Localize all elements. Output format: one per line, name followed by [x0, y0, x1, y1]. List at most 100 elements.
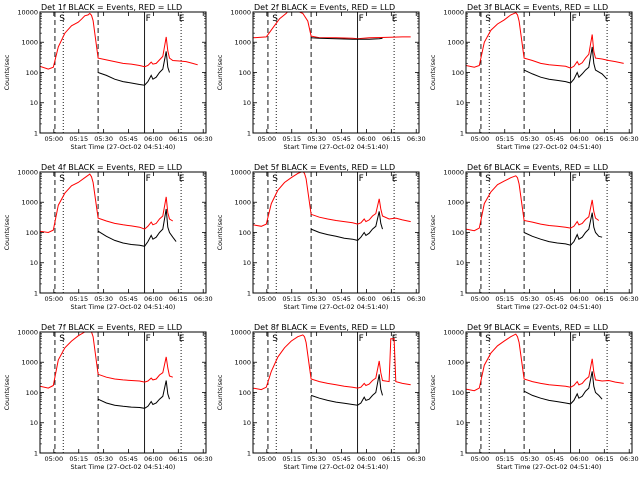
- panel-title: Det 5f BLACK = Events, RED = LLD: [254, 163, 395, 172]
- panel-svg: Det 3f BLACK = Events, RED = LLD 1 10 100 10…: [429, 3, 639, 151]
- x-tick-label: 05:00: [257, 295, 276, 303]
- detector-panel-4f: Det 4f BLACK = Events, RED = LLD 1 10 100 10…: [0, 160, 213, 320]
- series-lld-line: [253, 172, 411, 227]
- event-marker-S: S: [272, 174, 278, 184]
- y-tick-label: 10000: [17, 328, 38, 336]
- y-axis-label: Counts/sec: [216, 374, 224, 410]
- y-tick-label: 10000: [443, 328, 464, 336]
- y-tick-label: 1: [34, 129, 38, 137]
- detector-panel-2f: Det 2f BLACK = Events, RED = LLD 1 10 100 10…: [213, 0, 426, 160]
- x-tick-label: 06:15: [595, 135, 614, 143]
- series-lld-line: [466, 333, 624, 392]
- y-axis-label: Counts/sec: [3, 214, 11, 250]
- series-events-line: [523, 46, 608, 84]
- x-tick-label: 06:00: [144, 455, 163, 463]
- y-tick-label: 1: [247, 289, 251, 297]
- x-tick-label: 06:00: [144, 135, 163, 143]
- event-marker-E: E: [392, 334, 398, 344]
- event-marker-F: F: [146, 14, 151, 24]
- detector-panel-8f: Det 8f BLACK = Events, RED = LLD 1 10 100 10…: [213, 320, 426, 480]
- panel-svg: Det 6f BLACK = Events, RED = LLD 1 10 100 10…: [429, 163, 639, 311]
- y-tick-label: 100: [452, 69, 464, 77]
- panel-svg: Det 1f BLACK = Events, RED = LLD 1 10 100 10…: [3, 3, 213, 151]
- detector-panel-5f: Det 5f BLACK = Events, RED = LLD 1 10 100 10…: [213, 160, 426, 320]
- x-tick-label: 06:30: [620, 135, 639, 143]
- x-tick-label: 05:30: [307, 295, 326, 303]
- series-lld-line: [466, 12, 624, 69]
- event-marker-F: F: [359, 334, 364, 344]
- plot-frame: [39, 171, 207, 294]
- panel-svg: Det 9f BLACK = Events, RED = LLD 1 10 100 10…: [429, 323, 639, 471]
- y-tick-label: 10000: [443, 8, 464, 16]
- x-axis-label: Start Time (27-Oct-02 04:51:40): [71, 303, 176, 311]
- y-tick-label: 1000: [447, 359, 464, 367]
- event-marker-E: E: [179, 334, 185, 344]
- panel-title: Det 8f BLACK = Events, RED = LLD: [254, 323, 395, 332]
- series-events-line: [523, 371, 603, 405]
- plot-frame: [465, 171, 633, 294]
- y-tick-label: 1: [247, 129, 251, 137]
- y-tick-label: 1: [34, 449, 38, 457]
- series-events-line: [97, 51, 170, 86]
- y-tick-label: 10000: [443, 168, 464, 176]
- x-tick-label: 05:00: [44, 135, 63, 143]
- x-tick-label: 05:30: [520, 455, 539, 463]
- plot-frame: [465, 11, 633, 134]
- y-tick-label: 1000: [447, 39, 464, 47]
- y-tick-label: 1: [460, 289, 464, 297]
- x-tick-label: 05:00: [470, 295, 489, 303]
- event-marker-F: F: [146, 174, 151, 184]
- x-tick-label: 05:30: [94, 455, 113, 463]
- event-marker-E: E: [392, 174, 398, 184]
- plot-frame: [465, 331, 633, 454]
- event-marker-F: F: [359, 14, 364, 24]
- y-tick-label: 1000: [21, 199, 38, 207]
- panel-title: Det 7f BLACK = Events, RED = LLD: [41, 323, 182, 332]
- y-tick-label: 100: [452, 389, 464, 397]
- plot-frame: [252, 171, 420, 294]
- x-tick-label: 06:00: [570, 135, 589, 143]
- x-tick-label: 06:00: [357, 135, 376, 143]
- series-lld-line: [40, 173, 174, 234]
- series-lld-line: [253, 334, 411, 391]
- y-tick-label: 10: [456, 419, 464, 427]
- x-tick-label: 05:30: [520, 295, 539, 303]
- x-tick-label: 05:45: [332, 455, 351, 463]
- y-tick-label: 100: [239, 389, 251, 397]
- detector-panel-1f: Det 1f BLACK = Events, RED = LLD 1 10 100 10…: [0, 0, 213, 160]
- panel-title: Det 6f BLACK = Events, RED = LLD: [467, 163, 608, 172]
- panel-svg: Det 5f BLACK = Events, RED = LLD 1 10 100 10…: [216, 163, 426, 311]
- x-tick-label: 05:45: [332, 295, 351, 303]
- series-lld-line: [253, 12, 411, 40]
- event-marker-E: E: [179, 14, 185, 24]
- x-tick-label: 05:45: [119, 135, 138, 143]
- panel-svg: Det 7f BLACK = Events, RED = LLD 1 10 100 10…: [3, 323, 213, 471]
- x-tick-label: 06:15: [382, 135, 401, 143]
- x-tick-label: 06:15: [595, 455, 614, 463]
- y-tick-label: 10000: [230, 168, 251, 176]
- x-tick-label: 05:45: [119, 295, 138, 303]
- x-axis-label: Start Time (27-Oct-02 04:51:40): [497, 303, 602, 311]
- y-tick-label: 1000: [21, 39, 38, 47]
- series-events-line: [523, 212, 603, 246]
- series-lld-line: [40, 12, 198, 70]
- panel-title: Det 4f BLACK = Events, RED = LLD: [41, 163, 182, 172]
- event-marker-S: S: [272, 14, 278, 24]
- x-tick-label: 05:00: [44, 455, 63, 463]
- detector-panel-6f: Det 6f BLACK = Events, RED = LLD 1 10 100 10…: [426, 160, 639, 320]
- x-axis-label: Start Time (27-Oct-02 04:51:40): [497, 463, 602, 471]
- x-tick-label: 05:15: [69, 135, 88, 143]
- y-axis-label: Counts/sec: [429, 54, 437, 90]
- y-tick-label: 10: [243, 99, 251, 107]
- x-tick-label: 05:15: [282, 135, 301, 143]
- event-marker-F: F: [572, 14, 577, 24]
- y-tick-label: 100: [239, 69, 251, 77]
- event-marker-E: E: [605, 334, 611, 344]
- x-tick-label: 05:15: [282, 295, 301, 303]
- panel-svg: Det 2f BLACK = Events, RED = LLD 1 10 100 10…: [216, 3, 426, 151]
- x-tick-label: 05:45: [545, 135, 564, 143]
- panel-svg: Det 8f BLACK = Events, RED = LLD 1 10 100 10…: [216, 323, 426, 471]
- x-tick-label: 06:30: [620, 455, 639, 463]
- x-axis-label: Start Time (27-Oct-02 04:51:40): [284, 463, 389, 471]
- y-tick-label: 1: [34, 289, 38, 297]
